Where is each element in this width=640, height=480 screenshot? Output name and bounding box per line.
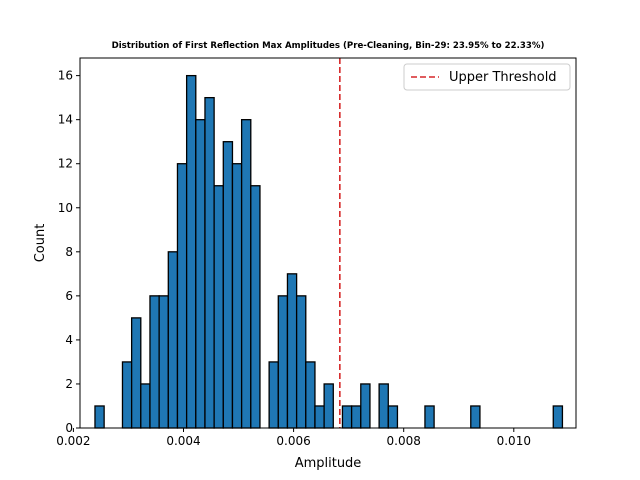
histogram-bar: [176, 163, 188, 429]
y-axis: 0 2 4 6 8 10 12 14 16: [58, 69, 80, 435]
x-tick-label: 0.010: [497, 434, 531, 448]
histogram-bar: [222, 141, 234, 429]
y-tick-label: 0: [65, 421, 73, 435]
histogram-bar: [350, 405, 362, 429]
histogram-bar: [140, 383, 151, 429]
histogram-bar: [240, 119, 252, 429]
histogram-bar: [314, 405, 325, 429]
x-axis: 0.002 0.004 0.006 0.008 0.010: [56, 428, 531, 448]
histogram-bar: [204, 96, 215, 429]
histogram-bar: [121, 361, 133, 429]
chart-title: Distribution of First Reflection Max Amp…: [112, 41, 545, 51]
histogram-bar: [305, 361, 316, 429]
histogram-bar: [323, 383, 334, 429]
x-axis-label: Amplitude: [295, 456, 362, 471]
histogram-bar: [149, 295, 160, 429]
histogram-bar: [268, 361, 279, 429]
histogram-bar: [277, 295, 289, 429]
y-tick-label: 8: [65, 245, 73, 259]
histogram-bar: [130, 317, 142, 429]
legend: Upper Threshold: [403, 63, 571, 91]
legend-box: [403, 63, 571, 91]
histogram-bar: [286, 273, 298, 429]
x-tick-label: 0.008: [387, 434, 421, 448]
histogram-bar: [360, 383, 371, 429]
histogram-bar: [231, 163, 243, 429]
histogram-bar: [185, 74, 197, 429]
legend-threshold-label: Upper Threshold: [449, 70, 557, 85]
histogram-bar: [213, 185, 224, 429]
histogram-bar: [295, 295, 307, 429]
y-tick-label: 6: [65, 289, 73, 303]
y-tick-label: 12: [58, 157, 73, 171]
histogram-bar: [552, 405, 564, 429]
y-axis-label: Count: [33, 224, 48, 263]
histogram-bars: [94, 74, 564, 429]
histogram-bar: [424, 405, 435, 429]
histogram-bar: [94, 405, 105, 429]
plot-frame: [79, 57, 577, 429]
y-tick-label: 2: [65, 377, 73, 391]
histogram-bar: [167, 251, 179, 429]
y-tick-label: 14: [58, 113, 73, 127]
y-tick-label: 16: [58, 69, 73, 83]
histogram-bar: [158, 295, 169, 429]
y-tick-label: 4: [65, 333, 73, 347]
histogram-bar: [387, 405, 399, 429]
histogram-bar: [341, 405, 353, 429]
x-tick-label: 0.004: [166, 434, 200, 448]
histogram-bar: [470, 405, 481, 429]
y-tick-label: 10: [58, 201, 73, 215]
x-tick-label: 0.006: [276, 434, 310, 448]
x-tick-label: 0.002: [56, 434, 90, 448]
histogram-bar: [195, 119, 206, 429]
histogram-bar: [250, 185, 261, 429]
histogram-bar: [378, 383, 389, 429]
